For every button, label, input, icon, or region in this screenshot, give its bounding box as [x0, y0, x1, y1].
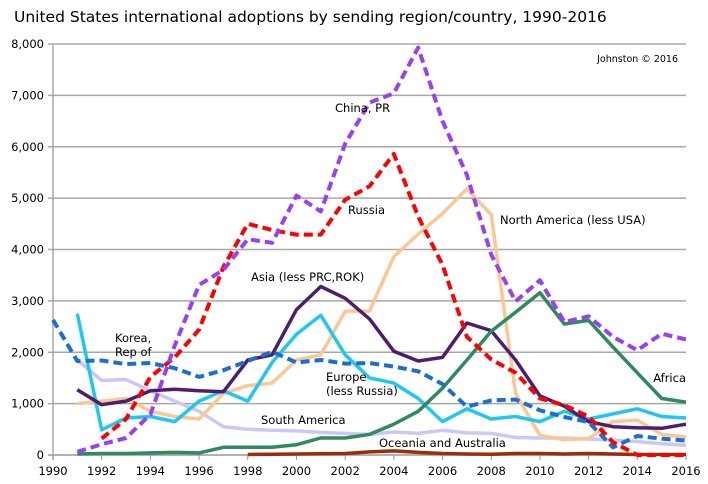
- x-tick-label: 2006: [428, 464, 457, 478]
- x-tick-label: 1994: [136, 464, 165, 478]
- series-label-africa: Africa: [653, 371, 686, 385]
- x-tick-label: 2010: [525, 464, 554, 478]
- series-line-china-pr: [76, 45, 687, 454]
- series-label-asia-less-prc-rok: Asia (less PRC,ROK): [251, 270, 364, 284]
- x-tick-label: 2000: [282, 464, 311, 478]
- x-tick-label: 1990: [38, 464, 67, 478]
- series-line-russia: [100, 151, 686, 457]
- axes: 0 1,000 2,000 3,000 4,000 5,000 6,000 7,000 8,00…: [11, 37, 701, 478]
- series-label-russia: Russia: [348, 203, 385, 217]
- series-line-korea-rep-of: [51, 318, 687, 450]
- credit-label: Johnston © 2016: [596, 54, 678, 65]
- series-label-europe-less-russia: (less Russia): [326, 384, 398, 398]
- y-tick-label: 6,000: [11, 140, 44, 154]
- series-label-south-america: South America: [261, 413, 346, 427]
- series-line-europe-less-russia: [75, 313, 687, 432]
- series-line-africa: [77, 290, 687, 456]
- y-tick-label: 4,000: [11, 243, 44, 257]
- x-tick-label: 1996: [184, 464, 213, 478]
- y-tick-label: 1,000: [11, 397, 44, 411]
- series-lines: [51, 45, 687, 457]
- x-tick-label: 1992: [87, 464, 116, 478]
- x-tick-label: 1998: [233, 464, 262, 478]
- series-label-north-america-less-usa: North America (less USA): [500, 213, 646, 227]
- y-tick-label: 7,000: [11, 88, 44, 102]
- y-tick-label: 8,000: [11, 37, 44, 51]
- series-line-asia-less-prc-rok: [76, 284, 687, 431]
- series-label-korea-rep-of: Korea,: [115, 331, 151, 345]
- x-tick-label: 2014: [623, 464, 652, 478]
- series-line-oceania-and-australia: [247, 449, 686, 457]
- series-label-europe-less-russia: Europe: [326, 370, 366, 384]
- x-tick-label: 2004: [379, 464, 408, 478]
- grid: [48, 43, 686, 456]
- series-label-china-pr: China, PR: [335, 101, 390, 115]
- series-labels: South America North America (less USA) Eur…: [115, 101, 686, 450]
- x-tick-label: 2008: [477, 464, 506, 478]
- x-tick-label: 2002: [331, 464, 360, 478]
- x-tick-label: 2012: [574, 464, 603, 478]
- y-tick-label: 0: [37, 448, 44, 462]
- series-label-korea-rep-of: Rep of: [115, 345, 153, 359]
- y-tick-label: 5,000: [11, 191, 44, 205]
- x-tick-label: 2016: [671, 464, 700, 478]
- y-tick-label: 3,000: [11, 294, 44, 308]
- chart-title: United States international adoptions by…: [14, 8, 607, 26]
- series-label-oceania-and-australia: Oceania and Australia: [379, 436, 506, 450]
- y-tick-label: 2,000: [11, 345, 44, 359]
